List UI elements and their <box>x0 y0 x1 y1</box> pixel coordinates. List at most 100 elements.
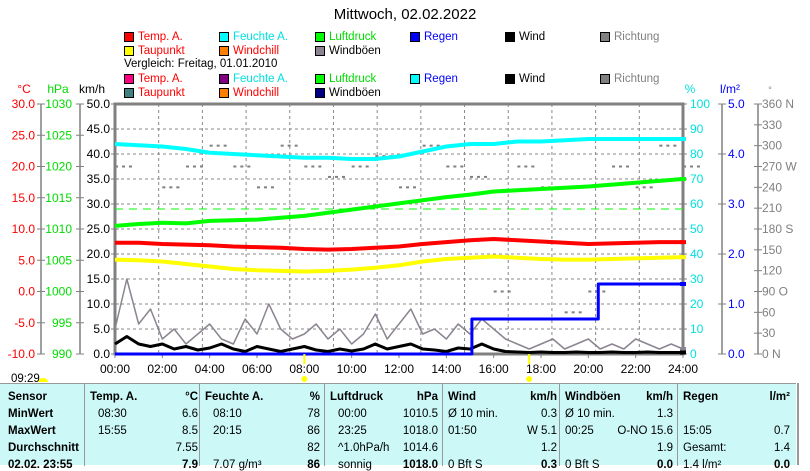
direction-point <box>564 311 568 314</box>
table-cell-value: 86 <box>307 425 320 437</box>
direction-point <box>612 165 615 168</box>
humidity-tick-label: 60 <box>690 197 704 211</box>
table-row-label: 02.02. 23:55 <box>8 459 73 471</box>
pressure-tick-label: 1030 <box>45 97 72 111</box>
legend-swatch-icon <box>410 74 420 84</box>
direction-point <box>162 186 166 189</box>
direction-point <box>280 144 284 147</box>
rain-tick-label: 4.0 <box>728 147 745 161</box>
direction-point <box>683 165 686 168</box>
table-divider <box>442 384 443 466</box>
table-cell-value: 86 <box>307 459 320 471</box>
direction-point <box>233 165 237 168</box>
legend-label: Windböen <box>329 45 381 57</box>
pressure-tick-label: 1015 <box>45 191 72 205</box>
weather-chart: -10.0 -5.0 0.0 5.0 10.0 15.0 20.0 25.0 30.0 990 99… <box>8 82 797 382</box>
table-cell-value: 1.9 <box>657 442 673 454</box>
sunset-marker-icon <box>526 376 533 382</box>
direction-point <box>264 186 267 189</box>
direction-point <box>257 186 260 189</box>
humidity-tick-label: 30 <box>690 272 704 286</box>
table-cell-value: 1.2 <box>541 442 557 454</box>
direction-point <box>240 165 244 168</box>
legend-swatch-icon <box>124 32 134 42</box>
wind-tick-label: 30.0 <box>87 197 111 211</box>
humidity-tick-label: 50 <box>690 222 704 236</box>
table-header-unit: km/h <box>530 391 557 403</box>
x-tick-label: 14:00 <box>431 362 461 376</box>
legend-label: Windchill <box>233 87 280 99</box>
direction-point <box>453 165 457 168</box>
direction-point <box>429 144 433 147</box>
wind-tick-label: 40.0 <box>87 147 111 161</box>
legend-swatch-icon <box>219 74 229 84</box>
x-tick-label: 02:00 <box>147 362 177 376</box>
legend-label: Regen <box>424 73 458 85</box>
direction-point <box>602 290 606 293</box>
x-tick-label: 04:00 <box>195 362 225 376</box>
direction-point <box>216 144 220 147</box>
x-tick-label: 08:00 <box>289 362 319 376</box>
direction-point <box>342 175 345 178</box>
direction-point <box>169 186 173 189</box>
x-tick-label: 20:00 <box>573 362 603 376</box>
direction-point <box>649 186 653 189</box>
direction-point <box>659 144 663 147</box>
legend-swatch-icon <box>315 74 325 84</box>
direction-point <box>477 175 480 178</box>
legend-item: Regen <box>410 31 458 43</box>
direction-point <box>436 144 440 147</box>
table-cell-value: W 5.1 <box>526 425 557 437</box>
direction-point <box>690 165 693 168</box>
rain-tick-label: 3.0 <box>728 197 745 211</box>
direction-point <box>642 186 646 189</box>
legend-item: Richtung <box>600 73 659 85</box>
series-line-feuchte-a- <box>114 137 683 161</box>
series-end-marker <box>680 240 686 245</box>
humidity-tick-label: 0 <box>690 347 697 361</box>
legend-swatch-icon <box>124 88 134 98</box>
wind-tick-label: 20.0 <box>87 247 111 261</box>
direction-point <box>351 165 355 168</box>
series-line-taupunkt <box>114 254 684 274</box>
legend-item: Luftdruck <box>315 73 376 85</box>
humidity-unit-label: % <box>685 82 696 96</box>
table-header: Luftdruck <box>330 391 384 403</box>
table-cell-value: 78 <box>307 408 320 420</box>
wind-unit-label: km/h <box>79 82 105 96</box>
wind-tick-label: 5.0 <box>93 322 110 336</box>
table-cell-info: 15:05 <box>683 425 712 437</box>
table-cell-info: 15:55 <box>98 425 127 437</box>
table-cell-value: O-NO 15.6 <box>617 425 673 437</box>
direction-point <box>413 186 416 189</box>
direction-point <box>422 144 426 147</box>
table-header-unit: km/h <box>646 391 673 403</box>
temp-tick-label: -10.0 <box>8 347 36 361</box>
table-cell-info: 7.07 g/m³ <box>213 459 262 471</box>
temp-tick-label: 0.0 <box>18 285 35 299</box>
wind-tick-label: 45.0 <box>87 122 111 136</box>
table-cell-value: 6.6 <box>182 408 198 420</box>
x-tick-label: 00:00 <box>100 362 130 376</box>
direction-tick-label: 60 <box>762 305 776 319</box>
legend-label: Wind <box>519 31 546 43</box>
table-cell-value: 1.4 <box>774 442 790 454</box>
direction-point <box>294 144 298 147</box>
table-divider <box>324 384 325 466</box>
x-tick-label: 06:00 <box>242 362 272 376</box>
table-cell-info: 0 Bft S <box>448 459 483 471</box>
direction-point <box>500 290 504 293</box>
direction-point <box>247 165 251 168</box>
legend-label: Wind <box>519 73 546 85</box>
table-row-label: MinWert <box>8 408 54 420</box>
table-cell-value: 8.5 <box>182 425 198 437</box>
direction-point <box>524 165 528 168</box>
legend-item: Windböen <box>315 45 381 57</box>
wind-tick-label: 0.0 <box>93 347 110 361</box>
direction-point <box>619 165 622 168</box>
direction-tick-label: 120 <box>762 264 782 278</box>
pressure-tick-label: 1010 <box>45 222 72 236</box>
legend-item: Windchill <box>219 87 279 99</box>
series-line-regen <box>115 282 683 356</box>
wind-tick-label: 35.0 <box>87 172 111 186</box>
